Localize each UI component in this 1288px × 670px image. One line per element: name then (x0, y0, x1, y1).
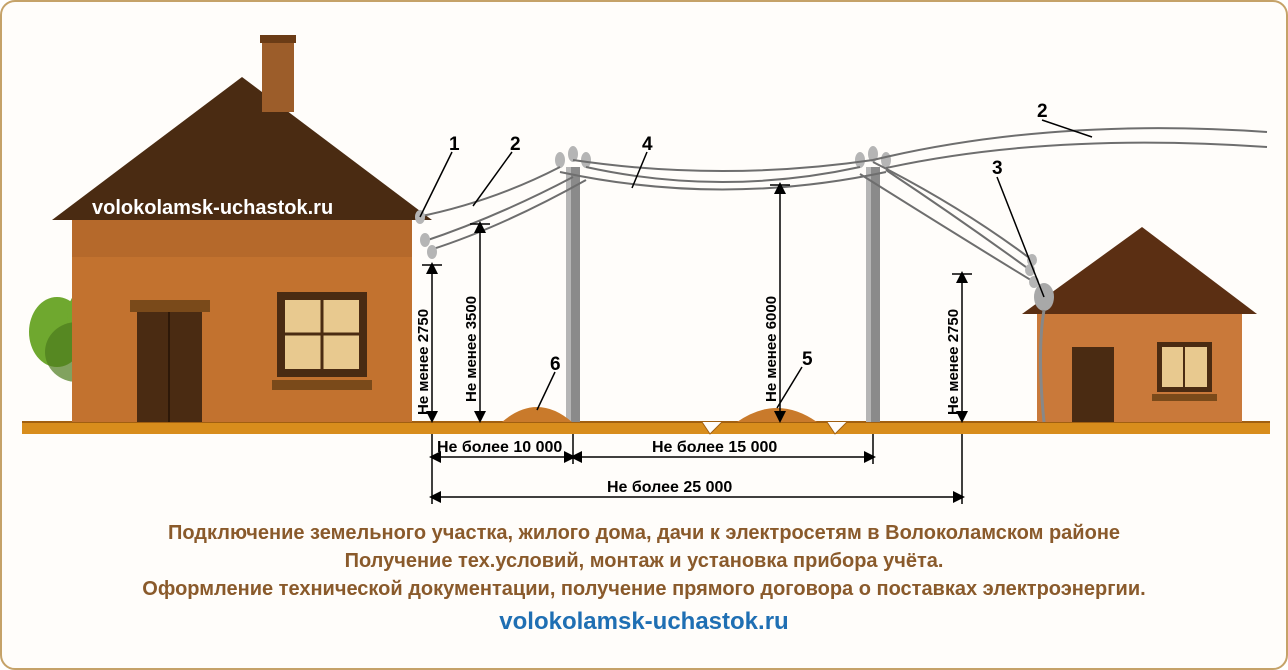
diagram-svg: volokolamsk-uchastok.ru (2, 2, 1288, 562)
callout-2a: 2 (510, 134, 521, 155)
house-large (52, 35, 432, 422)
caption-line-3: Оформление технической документации, пол… (2, 578, 1286, 601)
callout-2b: 2 (1037, 101, 1048, 122)
callout-1: 1 (449, 134, 460, 155)
callout-4: 4 (642, 134, 653, 155)
hdim-2: Не более 15 000 (652, 439, 777, 456)
ground-strip (22, 422, 1270, 434)
caption-line-2: Получение тех.условий, монтаж и установк… (2, 550, 1286, 573)
vdim-2: Не менее 3500 (463, 296, 480, 402)
watermark-1: volokolamsk-uchastok.ru (92, 197, 333, 219)
vdim-3: Не менее 6000 (763, 296, 780, 402)
diagram-frame: volokolamsk-uchastok.ru (0, 0, 1288, 670)
vdim-4: Не менее 2750 (945, 309, 962, 415)
callout-5: 5 (802, 349, 813, 370)
callout-6: 6 (550, 354, 561, 375)
caption-line-1: Подключение земельного участка, жилого д… (2, 522, 1286, 545)
vdim-1: Не менее 2750 (415, 309, 432, 415)
house-small (1022, 227, 1257, 422)
hdim-3: Не более 25 000 (607, 479, 732, 496)
caption-link: volokolamsk-uchastok.ru (2, 608, 1286, 636)
pole-2 (855, 146, 891, 422)
hdim-1: Не более 10 000 (437, 439, 562, 456)
callout-3: 3 (992, 158, 1003, 179)
hump-2 (737, 408, 817, 422)
